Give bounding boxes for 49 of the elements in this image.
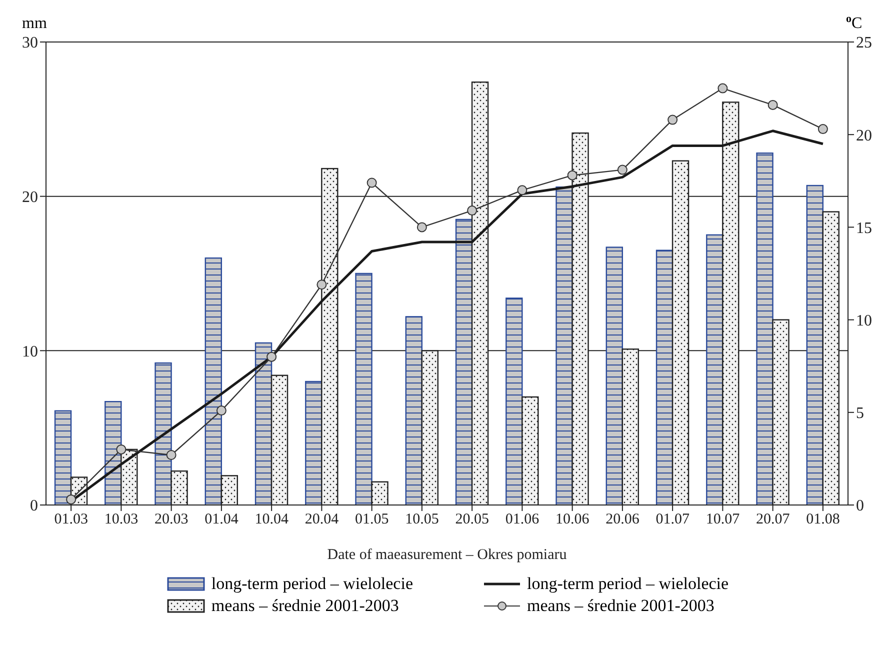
x-tick-label: 20.05 [455, 512, 489, 528]
point [818, 124, 828, 134]
x-tick-label: 01.06 [505, 512, 540, 528]
point [116, 444, 126, 454]
y2-tick-label: 15 [856, 220, 872, 237]
y2-axis-title: $^{o}$C [846, 13, 862, 32]
point [416, 222, 427, 232]
x-tick-label: 10.03 [104, 512, 138, 528]
point [66, 494, 76, 504]
legend-label: long-term period – wielolecie [211, 573, 413, 595]
point [718, 83, 728, 94]
y2-tick-label: 5 [856, 405, 864, 422]
legend-label: means – średnie 2001-2003 [527, 595, 714, 617]
y-axis-title: mm [22, 15, 48, 32]
y-tick-label: 0 [30, 498, 38, 515]
x-tick-label: 10.05 [405, 512, 439, 528]
point [668, 114, 678, 125]
y2-tick-label: 0 [856, 498, 864, 515]
x-tick-label: 01.05 [354, 512, 389, 528]
point [366, 178, 377, 188]
x-tick-label: 10.04 [254, 512, 289, 528]
legend-label: means – średnie 2001-2003 [211, 595, 399, 617]
y2-tick-label: 20 [856, 127, 872, 144]
x-tick-label: 20.03 [154, 512, 188, 528]
point [617, 164, 628, 175]
x-tick-label: 01.08 [806, 512, 840, 528]
y-tick-label: 20 [22, 189, 38, 206]
x-tick-label: 20.07 [756, 512, 790, 528]
point [266, 352, 277, 362]
point [316, 280, 327, 290]
point [467, 206, 478, 216]
y-tick-label: 10 [22, 343, 38, 360]
point [216, 406, 226, 416]
point [166, 450, 176, 460]
x-tick-label: 01.07 [656, 512, 690, 528]
x-tick-label: 20.06 [606, 512, 640, 528]
y-tick-label: 30 [22, 34, 38, 52]
x-tick-label: 10.06 [555, 512, 590, 528]
x-axis-title: Date of maeasurement – Okres pomiaru [327, 547, 568, 563]
legend-label: long-term period – wielolecie [527, 573, 729, 595]
y2-tick-label: 25 [856, 34, 872, 52]
point [567, 170, 578, 180]
x-tick-label: 20.04 [304, 512, 340, 528]
point [517, 185, 528, 196]
x-tick-label: 01.04 [204, 512, 239, 528]
x-tick-label: 10.07 [706, 512, 740, 528]
point [768, 100, 778, 110]
y2-tick-label: 10 [856, 312, 872, 330]
x-tick-label: 01.03 [54, 512, 88, 528]
